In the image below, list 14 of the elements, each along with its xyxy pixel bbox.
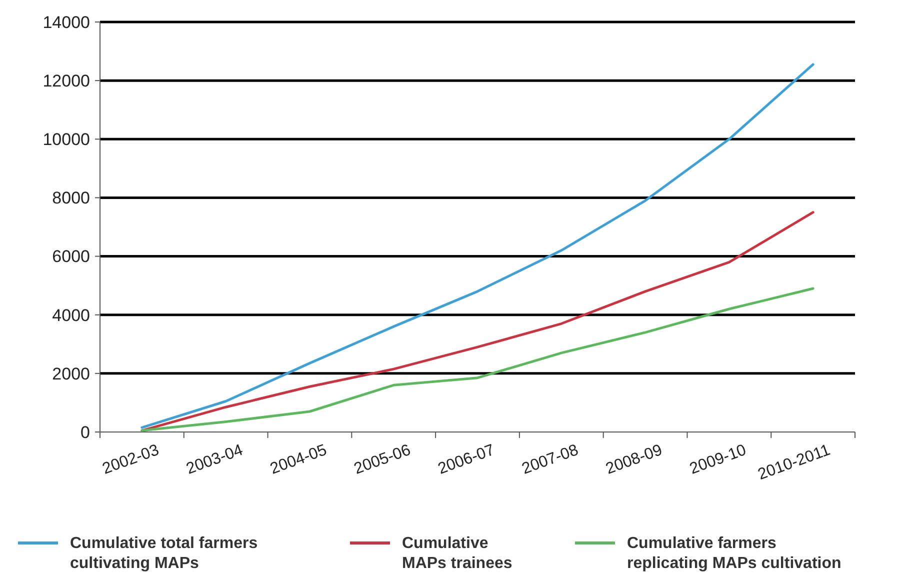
y-tick-label: 12000	[42, 72, 90, 91]
legend-label: Cumulative MAPs trainees	[402, 535, 512, 572]
line-series	[140, 211, 814, 432]
legend-label: Cumulative farmers replicating MAPs cultivation	[627, 535, 842, 572]
y-tick-label: 6000	[52, 247, 90, 266]
line-series	[140, 287, 814, 432]
y-tick-label: 4000	[52, 306, 90, 325]
line-series	[140, 63, 814, 429]
y-tick-label: 0	[80, 422, 90, 442]
y-tick-label: 14000	[42, 12, 90, 32]
legend-label: Cumulative total farmers cultivating MAPs	[70, 535, 258, 572]
y-tick-label: 10000	[42, 130, 90, 150]
y-tick-label: 8000	[52, 188, 90, 208]
y-tick-label: 2000	[52, 364, 90, 384]
